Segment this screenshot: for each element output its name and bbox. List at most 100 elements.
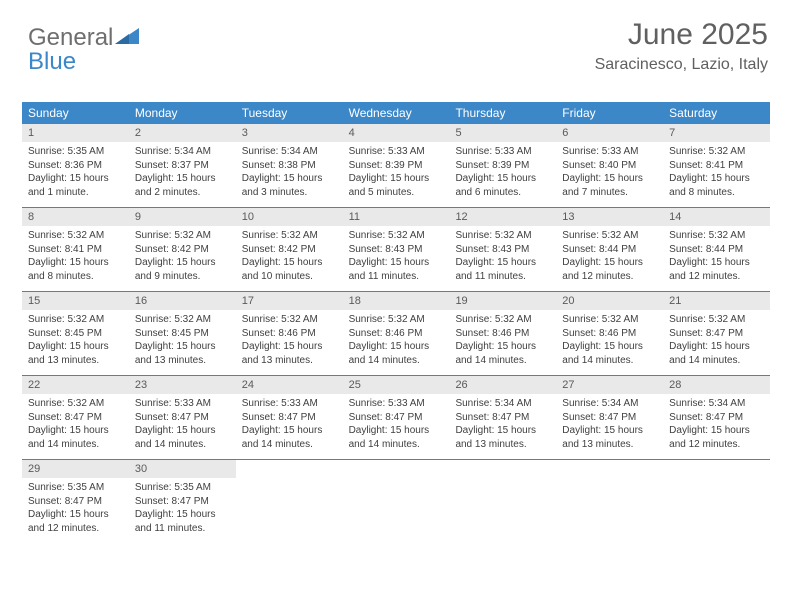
day-details: Sunrise: 5:32 AM Sunset: 8:44 PM Dayligh… xyxy=(556,226,663,289)
calendar-week: 1 Sunrise: 5:35 AM Sunset: 8:36 PM Dayli… xyxy=(22,124,770,208)
day-number: 13 xyxy=(556,208,663,226)
day-number: 27 xyxy=(556,376,663,394)
calendar-cell: 17 Sunrise: 5:32 AM Sunset: 8:46 PM Dayl… xyxy=(236,292,343,375)
calendar-cell: 24 Sunrise: 5:33 AM Sunset: 8:47 PM Dayl… xyxy=(236,376,343,459)
day-details: Sunrise: 5:32 AM Sunset: 8:47 PM Dayligh… xyxy=(22,394,129,457)
calendar-week: 29 Sunrise: 5:35 AM Sunset: 8:47 PM Dayl… xyxy=(22,460,770,544)
day-details: Sunrise: 5:32 AM Sunset: 8:44 PM Dayligh… xyxy=(663,226,770,289)
day-number: 21 xyxy=(663,292,770,310)
weekday-fri: Friday xyxy=(556,102,663,124)
calendar-cell: 6 Sunrise: 5:33 AM Sunset: 8:40 PM Dayli… xyxy=(556,124,663,207)
day-details: Sunrise: 5:32 AM Sunset: 8:42 PM Dayligh… xyxy=(129,226,236,289)
day-number: 16 xyxy=(129,292,236,310)
calendar-cell: 4 Sunrise: 5:33 AM Sunset: 8:39 PM Dayli… xyxy=(343,124,450,207)
calendar-cell-empty xyxy=(663,460,770,544)
day-number: 17 xyxy=(236,292,343,310)
day-details: Sunrise: 5:33 AM Sunset: 8:47 PM Dayligh… xyxy=(129,394,236,457)
calendar-cell: 27 Sunrise: 5:34 AM Sunset: 8:47 PM Dayl… xyxy=(556,376,663,459)
day-details: Sunrise: 5:35 AM Sunset: 8:47 PM Dayligh… xyxy=(22,478,129,541)
month-title: June 2025 xyxy=(595,18,768,52)
calendar-grid: 1 Sunrise: 5:35 AM Sunset: 8:36 PM Dayli… xyxy=(22,124,770,544)
day-details: Sunrise: 5:33 AM Sunset: 8:47 PM Dayligh… xyxy=(343,394,450,457)
calendar-cell: 10 Sunrise: 5:32 AM Sunset: 8:42 PM Dayl… xyxy=(236,208,343,291)
day-number: 3 xyxy=(236,124,343,142)
calendar-cell: 18 Sunrise: 5:32 AM Sunset: 8:46 PM Dayl… xyxy=(343,292,450,375)
day-number: 12 xyxy=(449,208,556,226)
weekday-thu: Thursday xyxy=(449,102,556,124)
day-number: 19 xyxy=(449,292,556,310)
calendar-week: 8 Sunrise: 5:32 AM Sunset: 8:41 PM Dayli… xyxy=(22,208,770,292)
day-number: 28 xyxy=(663,376,770,394)
day-number: 26 xyxy=(449,376,556,394)
calendar-cell: 7 Sunrise: 5:32 AM Sunset: 8:41 PM Dayli… xyxy=(663,124,770,207)
day-details: Sunrise: 5:32 AM Sunset: 8:42 PM Dayligh… xyxy=(236,226,343,289)
calendar-cell-empty xyxy=(556,460,663,544)
day-details: Sunrise: 5:32 AM Sunset: 8:43 PM Dayligh… xyxy=(449,226,556,289)
day-number: 7 xyxy=(663,124,770,142)
day-number: 25 xyxy=(343,376,450,394)
calendar-cell-empty xyxy=(343,460,450,544)
calendar-cell: 8 Sunrise: 5:32 AM Sunset: 8:41 PM Dayli… xyxy=(22,208,129,291)
day-details: Sunrise: 5:32 AM Sunset: 8:46 PM Dayligh… xyxy=(449,310,556,373)
day-details: Sunrise: 5:32 AM Sunset: 8:45 PM Dayligh… xyxy=(129,310,236,373)
calendar-cell: 1 Sunrise: 5:35 AM Sunset: 8:36 PM Dayli… xyxy=(22,124,129,207)
day-details: Sunrise: 5:34 AM Sunset: 8:37 PM Dayligh… xyxy=(129,142,236,205)
day-details: Sunrise: 5:32 AM Sunset: 8:47 PM Dayligh… xyxy=(663,310,770,373)
day-number: 24 xyxy=(236,376,343,394)
day-details: Sunrise: 5:34 AM Sunset: 8:47 PM Dayligh… xyxy=(449,394,556,457)
calendar-week: 22 Sunrise: 5:32 AM Sunset: 8:47 PM Dayl… xyxy=(22,376,770,460)
day-details: Sunrise: 5:33 AM Sunset: 8:39 PM Dayligh… xyxy=(449,142,556,205)
calendar-cell: 26 Sunrise: 5:34 AM Sunset: 8:47 PM Dayl… xyxy=(449,376,556,459)
day-number: 9 xyxy=(129,208,236,226)
weekday-sat: Saturday xyxy=(663,102,770,124)
day-details: Sunrise: 5:32 AM Sunset: 8:46 PM Dayligh… xyxy=(236,310,343,373)
header-right: June 2025 Saracinesco, Lazio, Italy xyxy=(595,18,768,74)
day-number: 5 xyxy=(449,124,556,142)
calendar-cell: 22 Sunrise: 5:32 AM Sunset: 8:47 PM Dayl… xyxy=(22,376,129,459)
calendar-cell: 3 Sunrise: 5:34 AM Sunset: 8:38 PM Dayli… xyxy=(236,124,343,207)
day-details: Sunrise: 5:32 AM Sunset: 8:46 PM Dayligh… xyxy=(556,310,663,373)
weekday-tue: Tuesday xyxy=(236,102,343,124)
day-number: 8 xyxy=(22,208,129,226)
location: Saracinesco, Lazio, Italy xyxy=(595,56,768,74)
day-details: Sunrise: 5:33 AM Sunset: 8:40 PM Dayligh… xyxy=(556,142,663,205)
logo-text-2: Blue xyxy=(28,48,76,76)
calendar-cell: 20 Sunrise: 5:32 AM Sunset: 8:46 PM Dayl… xyxy=(556,292,663,375)
day-number: 6 xyxy=(556,124,663,142)
day-number: 22 xyxy=(22,376,129,394)
day-number: 15 xyxy=(22,292,129,310)
calendar-cell: 30 Sunrise: 5:35 AM Sunset: 8:47 PM Dayl… xyxy=(129,460,236,544)
calendar-cell: 29 Sunrise: 5:35 AM Sunset: 8:47 PM Dayl… xyxy=(22,460,129,544)
day-number: 23 xyxy=(129,376,236,394)
day-details: Sunrise: 5:32 AM Sunset: 8:46 PM Dayligh… xyxy=(343,310,450,373)
calendar-cell-empty xyxy=(449,460,556,544)
calendar-cell: 25 Sunrise: 5:33 AM Sunset: 8:47 PM Dayl… xyxy=(343,376,450,459)
calendar-cell-empty xyxy=(236,460,343,544)
calendar-cell: 5 Sunrise: 5:33 AM Sunset: 8:39 PM Dayli… xyxy=(449,124,556,207)
calendar-cell: 28 Sunrise: 5:34 AM Sunset: 8:47 PM Dayl… xyxy=(663,376,770,459)
day-details: Sunrise: 5:32 AM Sunset: 8:41 PM Dayligh… xyxy=(22,226,129,289)
day-details: Sunrise: 5:32 AM Sunset: 8:45 PM Dayligh… xyxy=(22,310,129,373)
logo-triangle-icon xyxy=(115,26,141,46)
day-number: 14 xyxy=(663,208,770,226)
day-number: 20 xyxy=(556,292,663,310)
day-details: Sunrise: 5:34 AM Sunset: 8:47 PM Dayligh… xyxy=(556,394,663,457)
day-number: 29 xyxy=(22,460,129,478)
day-details: Sunrise: 5:33 AM Sunset: 8:47 PM Dayligh… xyxy=(236,394,343,457)
calendar-cell: 12 Sunrise: 5:32 AM Sunset: 8:43 PM Dayl… xyxy=(449,208,556,291)
weekday-mon: Monday xyxy=(129,102,236,124)
calendar-cell: 16 Sunrise: 5:32 AM Sunset: 8:45 PM Dayl… xyxy=(129,292,236,375)
calendar-cell: 2 Sunrise: 5:34 AM Sunset: 8:37 PM Dayli… xyxy=(129,124,236,207)
weekday-sun: Sunday xyxy=(22,102,129,124)
calendar-cell: 9 Sunrise: 5:32 AM Sunset: 8:42 PM Dayli… xyxy=(129,208,236,291)
calendar-cell: 14 Sunrise: 5:32 AM Sunset: 8:44 PM Dayl… xyxy=(663,208,770,291)
calendar-cell: 13 Sunrise: 5:32 AM Sunset: 8:44 PM Dayl… xyxy=(556,208,663,291)
day-number: 30 xyxy=(129,460,236,478)
day-number: 1 xyxy=(22,124,129,142)
calendar-cell: 15 Sunrise: 5:32 AM Sunset: 8:45 PM Dayl… xyxy=(22,292,129,375)
day-number: 18 xyxy=(343,292,450,310)
weekday-wed: Wednesday xyxy=(343,102,450,124)
day-details: Sunrise: 5:34 AM Sunset: 8:38 PM Dayligh… xyxy=(236,142,343,205)
calendar-cell: 19 Sunrise: 5:32 AM Sunset: 8:46 PM Dayl… xyxy=(449,292,556,375)
weekday-header: Sunday Monday Tuesday Wednesday Thursday… xyxy=(22,102,770,124)
